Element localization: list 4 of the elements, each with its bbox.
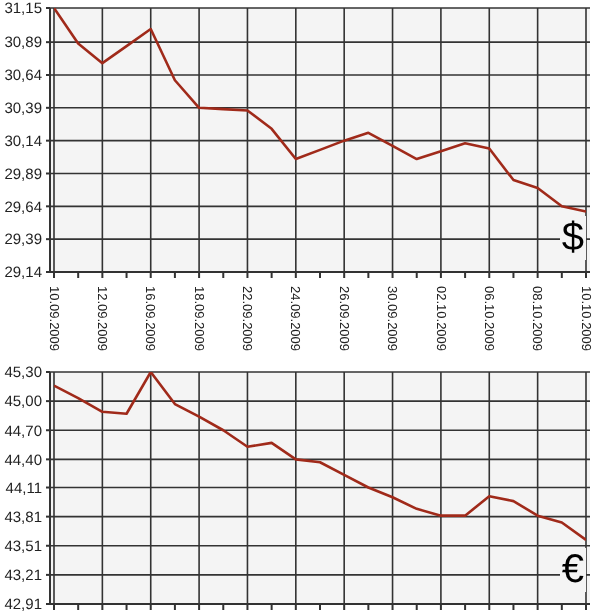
line-series <box>54 8 586 213</box>
annotation: € <box>559 548 586 592</box>
annotation: $ <box>559 216 586 260</box>
line-series <box>54 372 586 542</box>
